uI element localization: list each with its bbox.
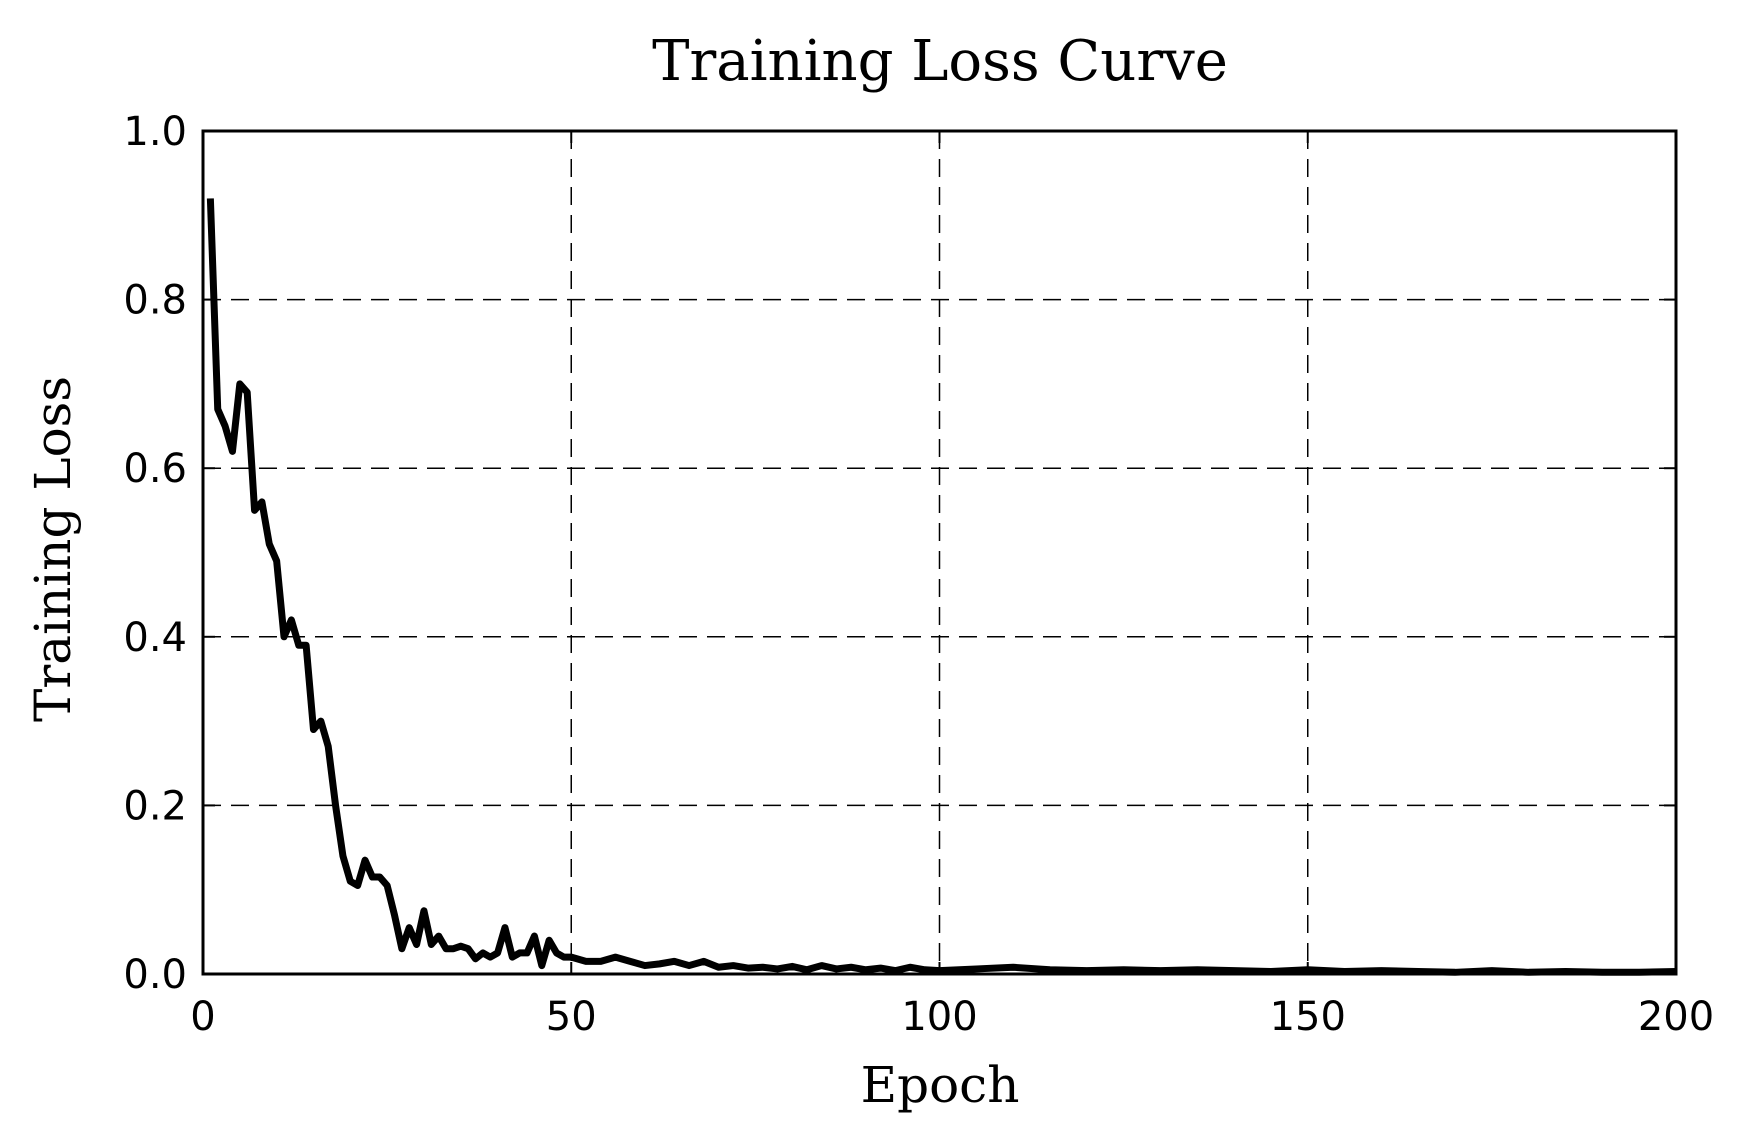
x-tick-label: 100 — [901, 994, 977, 1040]
y-tick-label: 0.0 — [123, 952, 187, 998]
y-tick-label: 1.0 — [123, 109, 187, 155]
x-axis-label: Epoch — [861, 1056, 1020, 1114]
chart-title: Training Loss Curve — [652, 29, 1228, 94]
x-tick-label: 150 — [1270, 994, 1346, 1040]
y-tick-label: 0.8 — [123, 278, 187, 324]
plot-frame — [201, 129, 1678, 976]
grid-lines — [203, 131, 1676, 974]
x-tick-label: 200 — [1638, 994, 1714, 1040]
y-axis-label: Training Loss — [24, 376, 82, 722]
y-tick-label: 0.4 — [123, 615, 187, 661]
y-tick-label: 0.2 — [123, 783, 187, 829]
y-tick-labels: 0.0 0.2 0.4 0.6 0.8 1.0 — [123, 109, 187, 998]
x-tick-label: 50 — [546, 994, 597, 1040]
x-tick-label: 0 — [190, 994, 215, 1040]
x-tick-labels: 0 50 100 150 200 — [190, 994, 1714, 1040]
training-loss-line — [206, 198, 1677, 976]
y-tick-label: 0.6 — [123, 446, 187, 492]
